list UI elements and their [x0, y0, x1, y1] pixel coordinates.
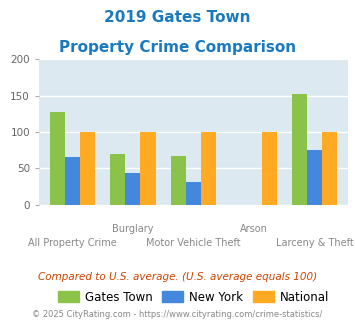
Bar [171, 156, 186, 205]
Bar [307, 150, 322, 205]
Text: Motor Vehicle Theft: Motor Vehicle Theft [146, 238, 241, 248]
Bar [50, 112, 65, 205]
Bar [262, 132, 277, 205]
Bar [292, 94, 307, 205]
Legend: Gates Town, New York, National: Gates Town, New York, National [53, 286, 334, 309]
Text: Larceny & Theft: Larceny & Theft [276, 238, 354, 248]
Text: 2019 Gates Town: 2019 Gates Town [104, 10, 251, 25]
Text: © 2025 CityRating.com - https://www.cityrating.com/crime-statistics/: © 2025 CityRating.com - https://www.city… [32, 310, 323, 319]
Text: Compared to U.S. average. (U.S. average equals 100): Compared to U.S. average. (U.S. average … [38, 272, 317, 282]
Text: Burglary: Burglary [112, 224, 154, 234]
Bar [201, 132, 216, 205]
Bar [141, 132, 155, 205]
Bar [186, 182, 201, 205]
Text: Property Crime Comparison: Property Crime Comparison [59, 40, 296, 54]
Bar [80, 132, 95, 205]
Bar [322, 132, 337, 205]
Bar [65, 157, 80, 205]
Text: All Property Crime: All Property Crime [28, 238, 117, 248]
Bar [110, 154, 125, 205]
Text: Arson: Arson [240, 224, 268, 234]
Bar [125, 173, 141, 205]
